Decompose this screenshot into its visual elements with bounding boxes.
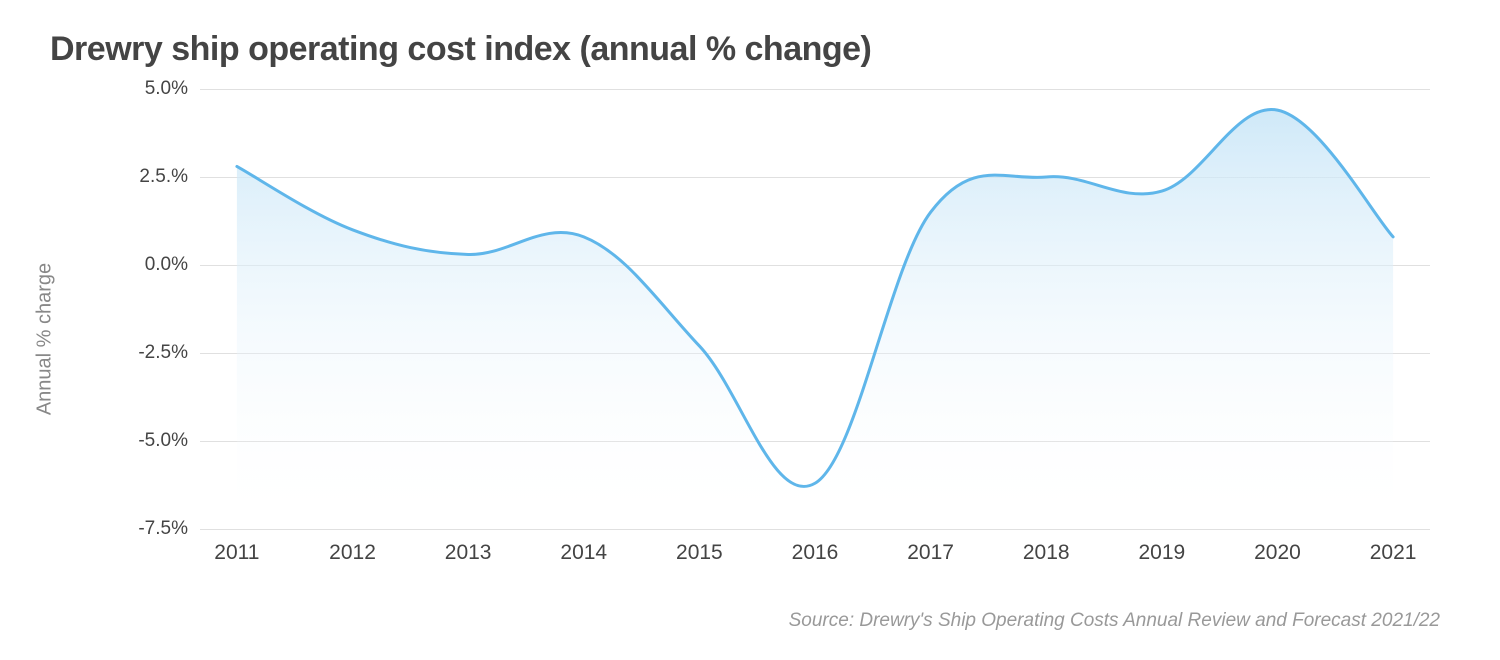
y-axis-label: Annual % charge	[34, 263, 57, 415]
chart-title: Drewry ship operating cost index (annual…	[50, 30, 1460, 69]
y-tick-label: -7.5%	[138, 518, 188, 540]
x-tick-label: 2020	[1254, 541, 1301, 565]
x-tick-label: 2014	[560, 541, 607, 565]
chart-container: Drewry ship operating cost index (annual…	[0, 0, 1500, 660]
x-tick-label: 2021	[1370, 541, 1417, 565]
x-tick-label: 2012	[329, 541, 376, 565]
x-tick-label: 2017	[907, 541, 954, 565]
x-tick-label: 2019	[1139, 541, 1186, 565]
y-tick-label: 2.5.%	[139, 166, 188, 188]
plot-region: 5.0%2.5.%0.0%-2.5%-5.0%-7.5%201120122013…	[200, 89, 1430, 529]
x-tick-label: 2016	[792, 541, 839, 565]
x-tick-label: 2015	[676, 541, 723, 565]
y-tick-label: 5.0%	[145, 78, 188, 100]
gridline	[200, 529, 1430, 530]
area-fill	[237, 110, 1393, 529]
y-tick-label: 0.0%	[145, 254, 188, 276]
y-tick-label: -5.0%	[138, 430, 188, 452]
source-caption: Source: Drewry's Ship Operating Costs An…	[789, 610, 1440, 632]
chart-area: Annual % charge 5.0%2.5.%0.0%-2.5%-5.0%-…	[50, 89, 1450, 589]
y-tick-label: -2.5%	[138, 342, 188, 364]
chart-svg	[200, 89, 1430, 529]
x-tick-label: 2018	[1023, 541, 1070, 565]
x-tick-label: 2013	[445, 541, 492, 565]
x-tick-label: 2011	[214, 541, 259, 565]
